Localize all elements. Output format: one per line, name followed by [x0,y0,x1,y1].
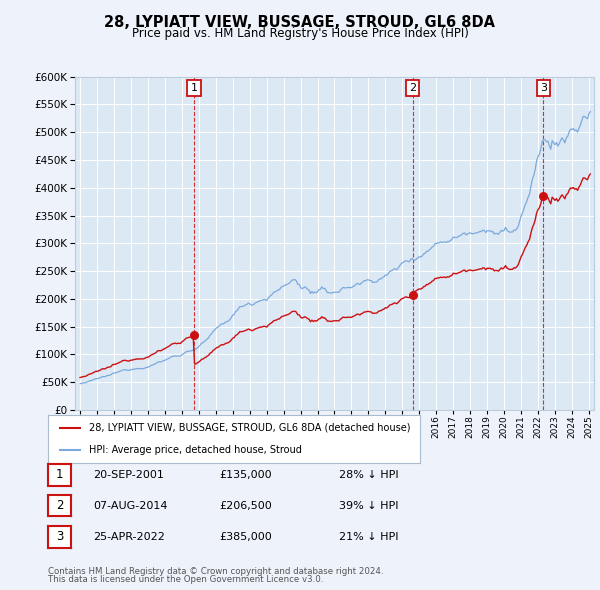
Text: 28% ↓ HPI: 28% ↓ HPI [339,470,398,480]
Text: 1: 1 [56,468,63,481]
Text: 3: 3 [540,83,547,93]
Text: £206,500: £206,500 [219,501,272,510]
Text: 21% ↓ HPI: 21% ↓ HPI [339,532,398,542]
Text: 3: 3 [56,530,63,543]
Text: 2: 2 [56,499,63,512]
Point [189,330,199,340]
Text: Price paid vs. HM Land Registry's House Price Index (HPI): Price paid vs. HM Land Registry's House … [131,27,469,40]
Text: 25-APR-2022: 25-APR-2022 [93,532,165,542]
Point [408,291,418,300]
Text: Contains HM Land Registry data © Crown copyright and database right 2024.: Contains HM Land Registry data © Crown c… [48,568,383,576]
Text: 28, LYPIATT VIEW, BUSSAGE, STROUD, GL6 8DA: 28, LYPIATT VIEW, BUSSAGE, STROUD, GL6 8… [104,15,496,30]
Text: 2: 2 [409,83,416,93]
Text: £385,000: £385,000 [219,532,272,542]
Text: 28, LYPIATT VIEW, BUSSAGE, STROUD, GL6 8DA (detached house): 28, LYPIATT VIEW, BUSSAGE, STROUD, GL6 8… [89,423,410,433]
Text: 07-AUG-2014: 07-AUG-2014 [93,501,167,510]
Text: 1: 1 [191,83,197,93]
Text: 39% ↓ HPI: 39% ↓ HPI [339,501,398,510]
Point [539,191,548,201]
Text: 20-SEP-2001: 20-SEP-2001 [93,470,164,480]
Text: £135,000: £135,000 [219,470,272,480]
Text: This data is licensed under the Open Government Licence v3.0.: This data is licensed under the Open Gov… [48,575,323,584]
Text: HPI: Average price, detached house, Stroud: HPI: Average price, detached house, Stro… [89,445,302,455]
